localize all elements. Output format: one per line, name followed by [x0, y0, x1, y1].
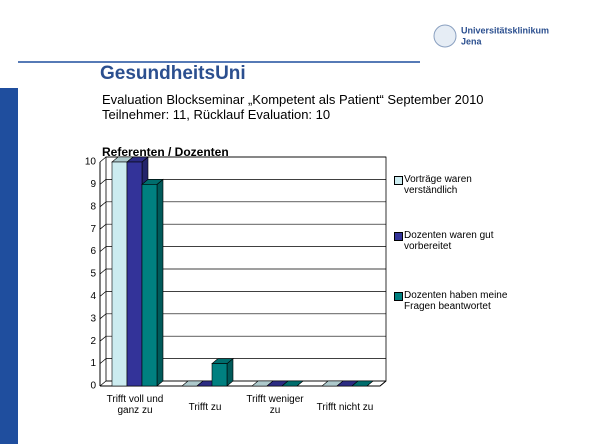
y-tick-label: 3 — [90, 313, 96, 324]
legend-swatch — [394, 176, 403, 185]
institution: Universitätsklinikum — [461, 25, 549, 35]
y-tick-label: 0 — [90, 381, 96, 392]
legend-entry: Vorträge waren verständlich — [404, 174, 472, 196]
x-tick-label: Trifft nicht zu — [316, 402, 374, 413]
y-tick-label: 7 — [90, 224, 96, 235]
bar — [211, 363, 228, 387]
grid-line — [99, 246, 386, 252]
x-tick-label: Trifft zu — [188, 402, 222, 413]
logo: GesundheitsUni — [100, 63, 246, 84]
logo-icon — [433, 24, 457, 48]
y-tick-label: 2 — [90, 336, 96, 347]
grid-line — [99, 358, 386, 364]
grid-line — [99, 201, 386, 208]
heading: Evaluation Blockseminar „Kompetent als P… — [102, 92, 484, 107]
institution: Jena — [461, 36, 483, 46]
legend-entry: Dozenten waren gut vorbereitet — [404, 230, 494, 252]
y-tick-label: 1 — [90, 358, 96, 369]
bar — [111, 161, 128, 387]
y-tick-label: 10 — [85, 157, 97, 168]
bar-top — [351, 380, 374, 387]
side-band — [0, 88, 18, 444]
legend-entry: Dozenten haben meine Fragen beantwortet — [404, 290, 508, 312]
x-tick-label: Trifft voll und ganz zu — [106, 394, 164, 416]
bar — [126, 161, 143, 387]
x-tick-label: Trifft weniger zu — [246, 394, 304, 416]
y-tick-label: 4 — [90, 291, 96, 302]
y-tick-label: 5 — [90, 269, 96, 280]
grid-line — [99, 156, 386, 163]
grid-line — [99, 291, 386, 297]
bar-side — [156, 178, 164, 387]
y-tick-label: 9 — [90, 179, 96, 190]
grid-line — [99, 313, 386, 320]
grid-line — [99, 179, 386, 185]
grid-line — [99, 268, 386, 275]
y-tick-label: 8 — [90, 201, 96, 212]
bar-top — [281, 380, 304, 387]
y-tick-label: 6 — [90, 246, 96, 257]
grid-line — [99, 335, 386, 342]
bar — [141, 184, 158, 387]
legend-swatch — [394, 292, 403, 301]
legend-swatch — [394, 232, 403, 241]
grid-line — [99, 223, 386, 230]
subheading: Teilnehmer: 11, Rücklauf Evaluation: 10 — [102, 107, 331, 122]
chart-title: Referenten / Dozenten — [102, 145, 229, 159]
